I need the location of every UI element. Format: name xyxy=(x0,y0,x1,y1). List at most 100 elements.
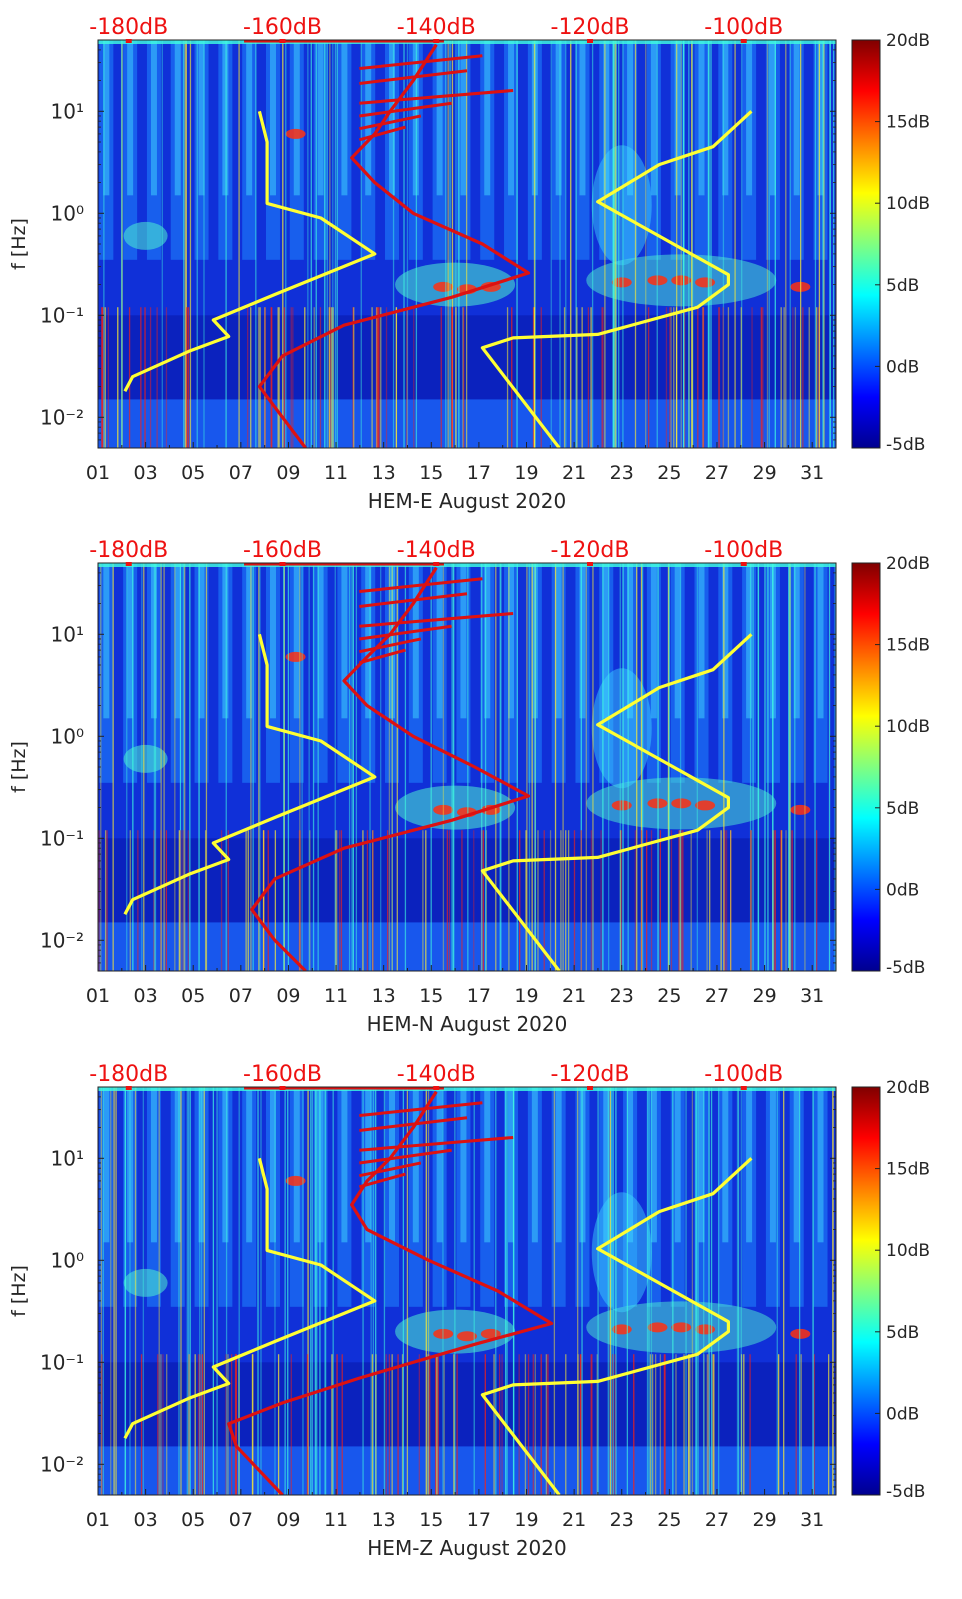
y-tick-label: 10¹ xyxy=(51,622,84,646)
transient-line xyxy=(334,830,337,971)
x-tick-label: 05 xyxy=(181,462,205,484)
colorbar-tick-label: 10dB xyxy=(886,1241,930,1261)
transient-line xyxy=(585,563,587,971)
x-tick-label: 03 xyxy=(134,985,158,1007)
microseism-patch xyxy=(123,221,168,250)
y-tick-label: 10¹ xyxy=(51,99,84,123)
top-db-tick-mark xyxy=(433,39,440,43)
top-db-tick-mark xyxy=(279,562,286,566)
transient-line xyxy=(485,830,487,971)
transient-line xyxy=(299,563,301,971)
transient-line xyxy=(352,563,354,971)
transient-line xyxy=(634,830,637,971)
transient-line xyxy=(186,307,188,448)
transient-line xyxy=(722,307,724,448)
transient-line xyxy=(646,830,648,971)
transient-line xyxy=(647,307,650,448)
station-psd-curve xyxy=(250,566,531,971)
daily-noise-core xyxy=(674,40,681,196)
transient-line xyxy=(427,1354,429,1495)
daily-noise-core xyxy=(222,563,229,719)
transient-line xyxy=(641,563,644,971)
daily-noise-core xyxy=(222,1087,229,1243)
transient-line xyxy=(776,1087,778,1495)
daily-noise-core xyxy=(246,40,253,196)
station-psd-spur xyxy=(358,648,406,665)
colorbar-tick-label: 20dB xyxy=(886,1078,930,1098)
energy-hotspot xyxy=(611,277,632,288)
transient-line xyxy=(110,1087,112,1495)
transient-line xyxy=(251,1354,254,1495)
transient-line xyxy=(525,830,527,971)
transient-line xyxy=(250,563,252,971)
transient-line xyxy=(580,563,582,971)
transient-line xyxy=(102,307,104,448)
transient-line xyxy=(436,1354,438,1495)
transient-line xyxy=(812,1087,814,1495)
transient-line xyxy=(137,830,139,971)
x-tick-label: 29 xyxy=(752,1509,776,1531)
transient-line xyxy=(577,1354,579,1495)
transient-line xyxy=(115,1087,117,1495)
colorbar-tick-label: 15dB xyxy=(886,113,930,133)
colorbar-tick-label: 0dB xyxy=(886,1404,919,1424)
colorbar-tick-label: 5dB xyxy=(886,799,919,819)
transient-line xyxy=(708,1087,710,1495)
transient-line xyxy=(372,1087,375,1495)
transient-line xyxy=(178,830,180,971)
daily-noise-core xyxy=(793,1087,800,1243)
transient-line xyxy=(203,1087,205,1495)
daily-noise-core xyxy=(293,563,300,719)
daily-noise-core xyxy=(150,40,157,196)
transient-line xyxy=(587,307,590,448)
daily-noise-core xyxy=(341,1087,348,1243)
transient-line xyxy=(370,1087,372,1495)
transient-line xyxy=(590,1354,592,1495)
transient-line xyxy=(230,1354,233,1495)
x-tick-label: 15 xyxy=(419,1509,443,1531)
microseism-patch xyxy=(591,145,652,266)
colorbar: 20dB 15dB 10dB 5dB 0dB -5dB xyxy=(851,31,930,455)
x-tick-label: 21 xyxy=(562,985,586,1007)
daily-noise-core xyxy=(555,563,562,719)
daily-noise-core xyxy=(508,40,515,196)
transient-line xyxy=(710,1087,713,1495)
transient-line xyxy=(235,1354,237,1495)
transient-line xyxy=(163,563,165,971)
transient-line xyxy=(325,1087,327,1495)
station-psd-spur xyxy=(359,611,514,628)
x-axis-label: HEM-E August 2020 xyxy=(368,489,566,513)
transient-line xyxy=(696,563,698,971)
transient-line xyxy=(183,40,185,448)
transient-line xyxy=(722,40,725,448)
station-psd-spur xyxy=(359,88,514,105)
transient-line xyxy=(267,830,269,971)
daily-noise-core xyxy=(555,40,562,196)
transient-line xyxy=(565,40,567,448)
transient-line xyxy=(107,307,110,448)
transient-line xyxy=(689,1354,691,1495)
transient-line xyxy=(577,1087,579,1495)
daily-noise-core xyxy=(531,1087,538,1243)
microseism-patch xyxy=(123,1268,168,1297)
transient-line xyxy=(804,563,806,971)
transient-line xyxy=(404,563,407,971)
transient-line xyxy=(319,307,322,448)
transient-line xyxy=(277,307,279,448)
transient-line xyxy=(292,307,294,448)
top-db-tick-label: -100dB xyxy=(704,1062,783,1087)
transient-line xyxy=(780,307,782,448)
top-strip xyxy=(98,1087,836,1091)
transient-line xyxy=(103,40,105,448)
daily-noise-core xyxy=(722,563,729,719)
y-tick-label: 10⁻² xyxy=(40,405,84,429)
transient-line xyxy=(663,1354,666,1495)
y-tick-label: 10⁻² xyxy=(40,1452,84,1476)
transient-line xyxy=(634,40,637,448)
transient-line xyxy=(669,307,671,448)
transient-line xyxy=(743,1354,745,1495)
transient-line xyxy=(815,830,818,971)
transient-line xyxy=(106,830,108,971)
x-tick-label: 25 xyxy=(657,985,681,1007)
transient-line xyxy=(143,563,145,971)
